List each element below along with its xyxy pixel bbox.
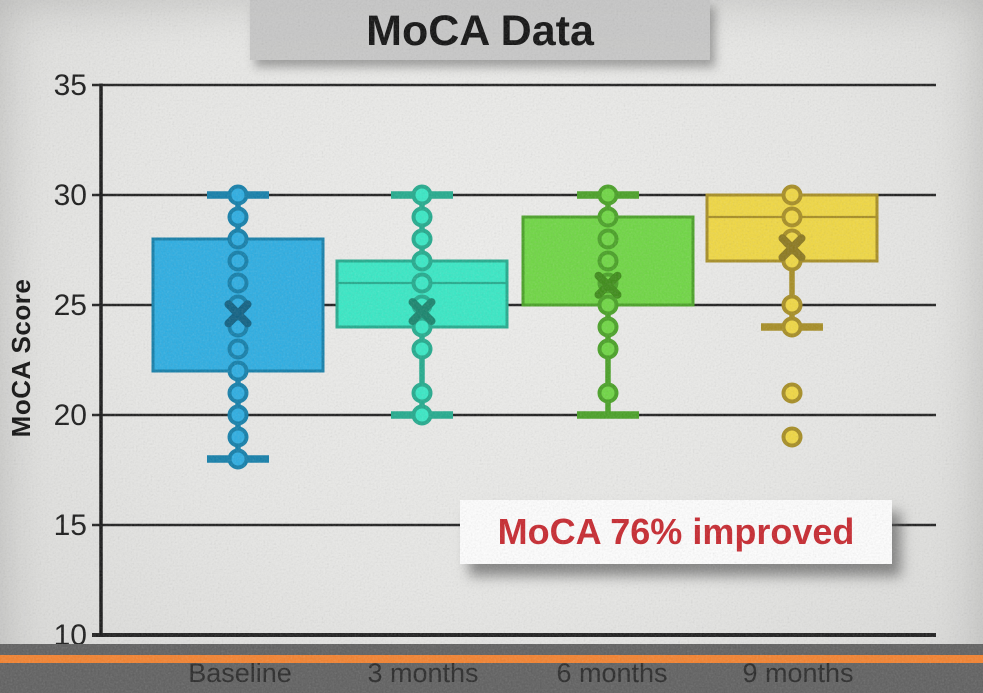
data-point <box>597 382 619 404</box>
data-point <box>411 404 433 426</box>
data-point <box>597 206 619 228</box>
data-point <box>411 250 433 272</box>
data-point <box>781 184 803 206</box>
y-axis-title: MoCA Score <box>6 279 36 438</box>
data-point <box>781 382 803 404</box>
data-point <box>227 206 249 228</box>
data-point <box>781 294 803 316</box>
data-point <box>597 250 619 272</box>
annotation-box: MoCA 76% improved <box>460 500 892 564</box>
data-point <box>411 338 433 360</box>
data-point <box>227 426 249 448</box>
data-point <box>597 338 619 360</box>
data-point <box>597 184 619 206</box>
data-point <box>227 272 249 294</box>
data-point <box>411 184 433 206</box>
y-tick-25: 25 <box>54 289 87 322</box>
data-point <box>781 316 803 338</box>
data-point <box>411 272 433 294</box>
y-tick-20: 20 <box>54 399 87 432</box>
data-point <box>597 316 619 338</box>
data-point <box>227 228 249 250</box>
data-point <box>411 206 433 228</box>
y-tick-30: 30 <box>54 179 87 212</box>
data-point <box>227 448 249 470</box>
data-point <box>411 382 433 404</box>
y-tick-35: 35 <box>54 69 87 102</box>
data-point <box>597 294 619 316</box>
data-point <box>227 184 249 206</box>
data-point <box>227 404 249 426</box>
data-point <box>227 382 249 404</box>
accent-line <box>0 655 983 663</box>
data-point <box>781 206 803 228</box>
data-point <box>781 426 803 448</box>
annotation-text: MoCA 76% improved <box>497 511 855 552</box>
data-point <box>411 228 433 250</box>
y-tick-15: 15 <box>54 509 87 542</box>
data-point <box>227 250 249 272</box>
data-point <box>227 360 249 382</box>
data-point <box>227 338 249 360</box>
data-point <box>597 228 619 250</box>
